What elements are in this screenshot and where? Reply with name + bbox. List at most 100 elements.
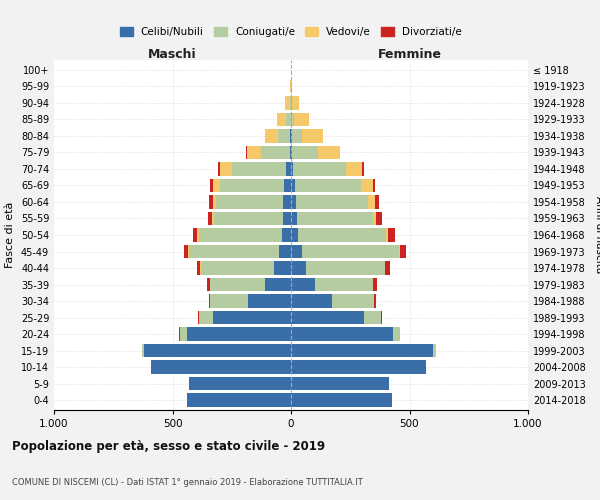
Bar xyxy=(187,328,291,341)
Bar xyxy=(291,360,426,374)
Bar xyxy=(361,178,373,192)
Bar xyxy=(213,178,220,192)
Bar xyxy=(265,278,291,291)
Bar xyxy=(248,294,291,308)
Bar xyxy=(209,294,211,308)
Bar xyxy=(197,261,200,275)
Bar xyxy=(374,294,376,308)
Bar xyxy=(291,112,294,126)
Bar xyxy=(291,129,292,142)
Bar xyxy=(291,278,314,291)
Bar xyxy=(211,294,248,308)
Bar xyxy=(433,344,436,358)
Bar xyxy=(277,112,286,126)
Bar xyxy=(291,311,364,324)
Bar xyxy=(373,212,376,226)
Bar xyxy=(291,80,292,93)
Bar xyxy=(278,129,290,142)
Bar xyxy=(295,178,361,192)
Bar xyxy=(302,129,323,142)
Bar xyxy=(217,195,283,209)
Bar xyxy=(302,244,399,258)
Bar xyxy=(218,162,220,175)
Bar xyxy=(211,278,265,291)
Bar xyxy=(265,129,278,142)
Bar xyxy=(291,195,296,209)
Bar xyxy=(385,261,390,275)
Bar xyxy=(213,311,291,324)
Bar xyxy=(374,195,379,209)
Bar xyxy=(193,228,197,242)
Bar xyxy=(247,146,261,159)
Bar xyxy=(261,146,290,159)
Bar xyxy=(201,261,274,275)
Bar xyxy=(285,96,290,110)
Text: COMUNE DI NISCEMI (CL) - Dati ISTAT 1° gennaio 2019 - Elaborazione TUTTITALIA.IT: COMUNE DI NISCEMI (CL) - Dati ISTAT 1° g… xyxy=(12,478,363,487)
Bar xyxy=(291,377,389,390)
Bar xyxy=(197,228,199,242)
Bar xyxy=(291,146,292,159)
Bar xyxy=(142,344,144,358)
Bar xyxy=(220,162,232,175)
Bar xyxy=(386,228,388,242)
Bar xyxy=(188,244,189,258)
Bar xyxy=(291,244,302,258)
Bar xyxy=(291,212,297,226)
Bar xyxy=(274,261,291,275)
Bar xyxy=(373,178,375,192)
Bar xyxy=(151,360,291,374)
Bar xyxy=(214,212,283,226)
Bar xyxy=(294,112,310,126)
Bar xyxy=(291,294,332,308)
Bar xyxy=(400,244,406,258)
Bar xyxy=(284,178,291,192)
Bar xyxy=(399,244,400,258)
Bar xyxy=(189,244,279,258)
Bar xyxy=(332,294,374,308)
Bar xyxy=(368,195,374,209)
Bar xyxy=(291,261,307,275)
Bar xyxy=(290,129,291,142)
Bar xyxy=(281,228,291,242)
Bar xyxy=(209,195,213,209)
Bar xyxy=(290,96,291,110)
Bar xyxy=(208,278,210,291)
Bar xyxy=(362,162,364,175)
Bar xyxy=(187,394,291,407)
Bar xyxy=(291,344,433,358)
Bar xyxy=(291,328,393,341)
Bar xyxy=(298,228,386,242)
Bar xyxy=(291,162,293,175)
Text: Maschi: Maschi xyxy=(148,48,197,61)
Bar xyxy=(199,311,213,324)
Bar xyxy=(364,311,381,324)
Bar xyxy=(283,195,291,209)
Bar xyxy=(297,212,373,226)
Bar xyxy=(393,328,400,341)
Bar xyxy=(144,344,291,358)
Bar xyxy=(293,162,346,175)
Bar xyxy=(279,244,291,258)
Bar xyxy=(179,328,187,341)
Bar xyxy=(290,146,291,159)
Y-axis label: Fasce di età: Fasce di età xyxy=(5,202,15,268)
Bar xyxy=(388,228,395,242)
Bar xyxy=(220,178,284,192)
Bar xyxy=(292,96,299,110)
Y-axis label: Anni di nascita: Anni di nascita xyxy=(594,196,600,274)
Bar xyxy=(292,146,318,159)
Bar xyxy=(283,212,291,226)
Bar xyxy=(290,80,291,93)
Bar xyxy=(212,212,214,226)
Bar xyxy=(208,212,212,226)
Bar xyxy=(291,96,292,110)
Bar xyxy=(291,394,392,407)
Text: Popolazione per età, sesso e stato civile - 2019: Popolazione per età, sesso e stato civil… xyxy=(12,440,325,453)
Bar xyxy=(184,244,188,258)
Bar xyxy=(314,278,373,291)
Bar xyxy=(286,162,291,175)
Text: Femmine: Femmine xyxy=(377,48,442,61)
Bar xyxy=(199,228,281,242)
Bar xyxy=(373,278,377,291)
Bar xyxy=(210,178,213,192)
